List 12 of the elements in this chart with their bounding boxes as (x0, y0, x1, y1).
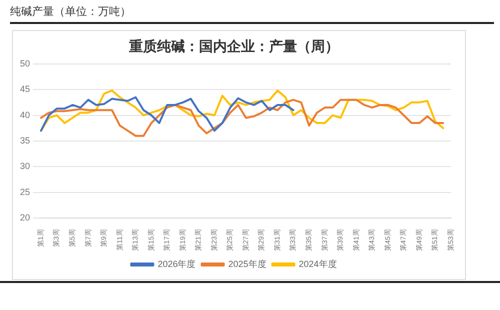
y-tick-label: 45 (20, 84, 30, 94)
y-tick-label: 40 (20, 110, 30, 120)
y-tick-label: 25 (20, 186, 30, 197)
chart-subtitle: 纯碱产量（单位：万吨） (10, 4, 494, 24)
y-tick-label: 30 (20, 161, 30, 172)
legend-label: 2025年度 (228, 258, 266, 269)
legend-label: 2024年度 (298, 258, 337, 269)
y-tick-label: 20 (20, 212, 30, 223)
y-tick-label: 50 (20, 58, 30, 68)
y-tick-label: 35 (20, 135, 30, 146)
chart-title: 重质纯碱：国内企业：产量（周） (128, 38, 339, 56)
legend-label: 2026年度 (158, 258, 196, 269)
